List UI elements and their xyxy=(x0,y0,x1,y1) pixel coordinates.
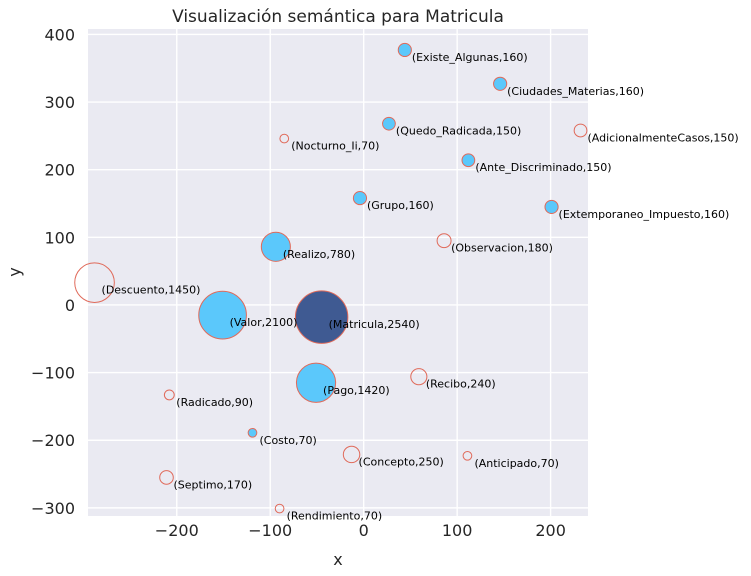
scatter-point xyxy=(198,290,247,340)
scatter-point xyxy=(163,389,175,401)
scatter-point xyxy=(410,368,428,386)
y-axis-label: y xyxy=(5,267,24,276)
point-label: (Pago,1420) xyxy=(323,384,390,397)
point-label: (Observacion,180) xyxy=(451,242,553,255)
point-label: (Ante_Discriminado,150) xyxy=(475,161,611,174)
y-tick-labels: −300 −200 −100 0 100 200 300 400 xyxy=(31,25,75,517)
plot-area xyxy=(88,29,588,516)
x-tick-label: −100 xyxy=(248,521,292,540)
x-tick-label: 100 xyxy=(442,521,473,540)
point-label: (Matricula,2540) xyxy=(329,318,420,331)
x-tick-label: 0 xyxy=(359,521,369,540)
y-tick-label: 0 xyxy=(65,296,75,315)
point-label: (Extemporaneo_Impuesto,160) xyxy=(559,208,730,221)
y-tick-label: −100 xyxy=(31,364,75,383)
scatter-point xyxy=(544,199,559,214)
point-label: (Realizo,780) xyxy=(283,248,355,261)
point-label: (Radicado,90) xyxy=(176,396,253,409)
point-label: (Costo,70) xyxy=(259,434,316,447)
scatter-point xyxy=(573,123,588,138)
grid-lines xyxy=(88,29,588,516)
scatter-point xyxy=(342,445,361,464)
scatter-point xyxy=(493,76,508,91)
point-label: (Rendimiento,70) xyxy=(287,510,383,523)
chart-title: Visualización semántica para Matricula xyxy=(172,7,504,27)
scatter-point xyxy=(74,262,115,303)
point-label: (AdicionalmenteCasos,150) xyxy=(588,131,739,144)
x-tick-labels: −200 −100 0 100 200 xyxy=(155,521,566,540)
x-tick-label: 200 xyxy=(535,521,566,540)
scatter-point xyxy=(436,233,452,249)
scatter-point xyxy=(295,362,337,403)
x-axis-label: x xyxy=(333,550,342,569)
scatter-point xyxy=(260,231,291,262)
point-label: (Anticipado,70) xyxy=(474,457,558,470)
point-label: (Septimo,170) xyxy=(174,478,253,491)
y-tick-label: −200 xyxy=(31,431,75,450)
data-points xyxy=(74,42,588,514)
y-tick-label: −300 xyxy=(31,499,75,518)
scatter-point xyxy=(382,116,396,131)
y-tick-label: 100 xyxy=(44,228,75,247)
y-tick-label: 200 xyxy=(44,161,75,180)
point-label: (Existe_Algunas,160) xyxy=(412,51,528,64)
point-label: (Nocturno_Ii,70) xyxy=(291,140,379,153)
point-labels: (Existe_Algunas,160) (Ciudades_Materias,1… xyxy=(102,51,739,523)
point-label: (Concepto,250) xyxy=(359,455,444,468)
y-tick-label: 300 xyxy=(44,93,75,112)
scatter-point xyxy=(397,42,412,58)
scatter-point xyxy=(352,191,368,206)
y-tick-label: 400 xyxy=(44,25,75,44)
point-label: (Grupo,160) xyxy=(367,199,434,212)
scatter-point xyxy=(462,450,473,461)
scatter-point xyxy=(247,427,258,438)
scatter-point xyxy=(274,503,285,514)
scatter-point xyxy=(294,290,349,344)
x-tick-label: −200 xyxy=(155,521,199,540)
point-label: (Valor,2100) xyxy=(230,316,298,329)
point-label: (Ciudades_Materias,160) xyxy=(507,85,644,98)
point-label: (Recibo,240) xyxy=(426,378,496,391)
point-label: (Descuento,1450) xyxy=(102,284,201,297)
scatter-point xyxy=(461,153,476,168)
scatter-point xyxy=(279,133,290,144)
point-label: (Quedo_Radicada,150) xyxy=(396,125,521,138)
scatter-point xyxy=(159,470,174,485)
